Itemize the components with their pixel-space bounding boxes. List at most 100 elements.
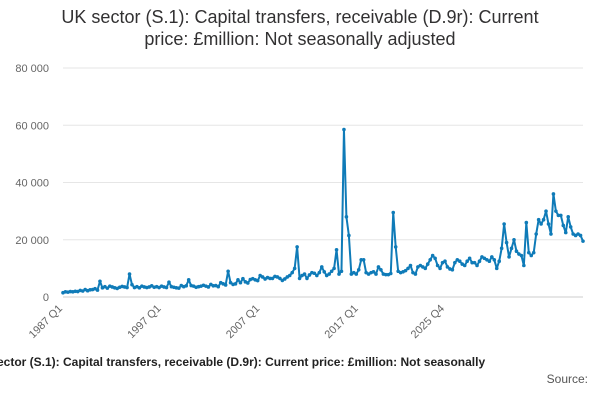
data-point xyxy=(287,273,292,278)
data-point xyxy=(233,282,238,286)
data-point xyxy=(339,269,344,274)
data-point xyxy=(95,288,100,292)
data-point xyxy=(477,259,482,264)
data-point xyxy=(413,272,418,276)
x-tick-label: 1997 Q1 xyxy=(125,303,163,341)
data-point xyxy=(544,209,548,213)
data-point xyxy=(371,270,376,274)
data-point xyxy=(529,253,534,258)
data-point xyxy=(457,259,462,264)
data-point xyxy=(423,266,428,271)
y-tick-label: 80 000 xyxy=(15,63,49,75)
data-point xyxy=(337,272,341,276)
data-point xyxy=(391,210,396,215)
data-point xyxy=(334,247,339,252)
data-point xyxy=(502,222,506,226)
data-point xyxy=(438,266,442,271)
data-point xyxy=(388,271,393,276)
data-point xyxy=(497,259,502,264)
x-tick-label: 1987 Q1 xyxy=(27,303,65,341)
x-tick-label: 2025 Q4 xyxy=(409,303,447,341)
data-point xyxy=(428,257,433,262)
data-point xyxy=(453,260,457,265)
data-point xyxy=(531,250,536,255)
data-point xyxy=(522,263,526,268)
data-point xyxy=(260,275,265,279)
data-point xyxy=(536,217,541,222)
data-point xyxy=(332,266,336,271)
data-point xyxy=(125,285,129,290)
data-point xyxy=(177,286,181,290)
data-point xyxy=(186,278,191,282)
data-point xyxy=(329,269,334,274)
data-point xyxy=(359,257,364,262)
data-point xyxy=(551,192,556,196)
data-point xyxy=(512,237,516,242)
data-point xyxy=(127,272,132,276)
data-point xyxy=(578,233,583,238)
y-tick-label: 20 000 xyxy=(15,235,49,247)
data-point xyxy=(408,263,413,268)
data-point xyxy=(167,280,171,284)
data-point xyxy=(534,232,538,236)
data-point xyxy=(317,270,322,275)
data-point xyxy=(494,266,499,271)
data-point xyxy=(524,220,529,225)
data-point xyxy=(393,245,398,249)
data-point xyxy=(566,215,571,219)
data-point xyxy=(361,257,366,262)
data-point xyxy=(465,259,469,264)
data-point xyxy=(342,127,346,132)
data-point xyxy=(184,284,189,288)
data-point xyxy=(470,260,474,265)
data-point xyxy=(379,268,383,272)
data-point xyxy=(519,253,524,258)
data-point xyxy=(514,249,519,253)
data-point xyxy=(238,280,243,285)
data-point xyxy=(406,266,410,271)
data-point xyxy=(270,276,275,281)
data-point xyxy=(206,285,211,289)
data-point xyxy=(549,232,553,236)
data-point xyxy=(290,270,294,275)
data-point xyxy=(504,240,509,245)
data-point xyxy=(305,276,309,281)
data-point xyxy=(559,213,563,218)
data-point xyxy=(295,245,299,249)
data-point xyxy=(384,272,388,277)
data-point xyxy=(130,282,134,287)
data-point xyxy=(554,209,558,213)
data-point xyxy=(216,284,221,289)
data-point xyxy=(164,285,169,290)
data-point xyxy=(581,239,585,243)
y-tick-label: 40 000 xyxy=(15,178,49,190)
caption-source: Source: xyxy=(546,372,588,386)
chart-title-line-2: price: £million: Not seasonally adjusted xyxy=(144,29,456,49)
data-point xyxy=(443,259,447,264)
data-point xyxy=(541,217,546,222)
data-point xyxy=(563,230,568,235)
data-point xyxy=(347,233,351,238)
chart-title: UK sector (S.1): Capital transfers, rece… xyxy=(0,6,600,50)
data-point xyxy=(226,269,230,274)
data-point xyxy=(561,223,566,228)
data-point xyxy=(568,225,573,229)
data-point xyxy=(98,279,102,284)
data-point xyxy=(236,278,240,282)
data-point xyxy=(315,273,319,278)
data-point xyxy=(241,276,245,281)
data-point xyxy=(297,276,302,281)
y-tick-label: 0 xyxy=(43,292,49,304)
data-point xyxy=(312,271,317,276)
caption-series-name: ector (S.1): Capital transfers, receivab… xyxy=(0,355,486,369)
data-point xyxy=(255,278,260,283)
data-point xyxy=(499,246,504,251)
data-point xyxy=(223,283,228,287)
data-point xyxy=(475,263,479,268)
chart-caption: ector (S.1): Capital transfers, receivab… xyxy=(0,355,600,395)
data-point xyxy=(492,257,497,262)
data-point xyxy=(354,272,359,276)
data-point xyxy=(268,276,272,281)
x-tick-label: 2007 Q1 xyxy=(224,303,262,341)
